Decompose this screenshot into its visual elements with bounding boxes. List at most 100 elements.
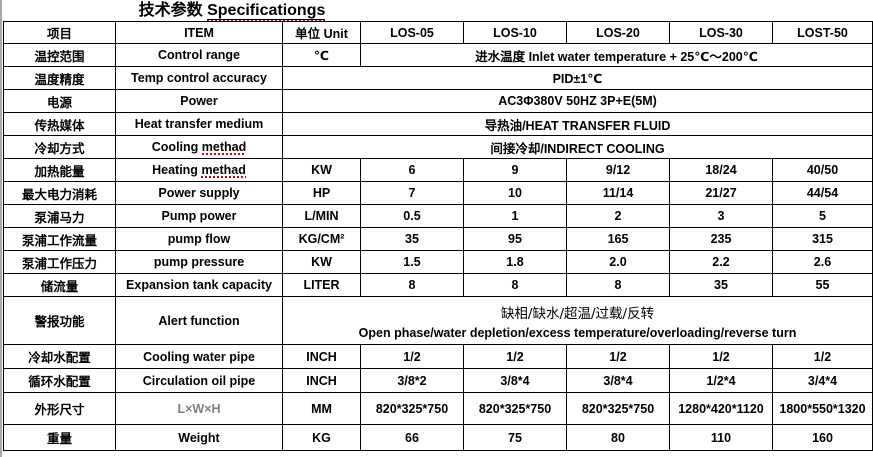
row-label-zh: 冷却水配置 <box>3 344 116 369</box>
row-label-zh: 泵浦工作流量 <box>3 227 116 251</box>
row-label-zh: 温控范围 <box>3 43 116 67</box>
header-model-lost50: LOST-50 <box>772 21 873 44</box>
merged-value-cell: 间接冷却/INDIRECT COOLING <box>282 135 873 159</box>
value-cell: 21/27 <box>669 181 773 205</box>
unit-cell: INCH <box>282 344 361 369</box>
value-cell: 11/14 <box>566 181 670 205</box>
row-pump-power: 泵浦马力 Pump power L/MIN 0.5 1 2 3 5 <box>3 204 873 228</box>
value-cell: 3/8*4 <box>463 368 567 393</box>
unit-cell: KW <box>282 250 361 274</box>
page-title-zh: 技术参数 <box>138 2 203 19</box>
value-cell: 44/54 <box>772 181 873 205</box>
value-cell: 9/12 <box>566 158 670 182</box>
row-cooling-method: 冷却方式 Cooling methad 间接冷却/INDIRECT COOLIN… <box>3 135 873 159</box>
value-cell: 1.8 <box>463 250 567 274</box>
row-control-range: 温控范围 Control range ℃ 进水温度 Inlet water te… <box>3 43 873 67</box>
value-cell: 1 <box>463 204 567 228</box>
unit-cell: L/MIN <box>282 204 361 228</box>
value-cell: 8 <box>463 273 567 297</box>
header-model-los05: LOS-05 <box>360 21 464 44</box>
unit-cell: HP <box>282 181 361 205</box>
row-circulation-oil-pipe: 循环水配置 Circulation oil pipe INCH 3/8*2 3/… <box>3 368 873 393</box>
merged-value-cell: PID±1℃ <box>282 66 873 90</box>
value-cell: 820*325*750 <box>566 392 670 425</box>
unit-cell: ℃ <box>282 43 361 67</box>
header-model-los20: LOS-20 <box>566 21 670 44</box>
row-power-supply: 最大电力消耗 Power supply HP 7 10 11/14 21/27 … <box>3 181 873 205</box>
value-cell: 2.2 <box>669 250 773 274</box>
value-cell: 235 <box>669 227 773 251</box>
value-cell: 2 <box>566 204 670 228</box>
value-cell: 820*325*750 <box>360 392 464 425</box>
row-label-en: Temp control accuracy <box>115 66 283 90</box>
row-label-zh: 最大电力消耗 <box>3 181 116 205</box>
value-cell: 3/8*2 <box>360 368 464 393</box>
row-label-en: Heat transfer medium <box>115 112 283 136</box>
value-cell: 1/2 <box>463 344 567 369</box>
row-label-zh: 加热能量 <box>3 158 116 182</box>
row-temp-accuracy: 温度精度 Temp control accuracy PID±1℃ <box>3 66 873 90</box>
row-label-en: Circulation oil pipe <box>115 368 283 393</box>
row-label-zh: 泵浦工作压力 <box>3 250 116 274</box>
row-label-en: Heating methad <box>115 158 283 182</box>
label-word: Heating <box>152 163 198 177</box>
row-label-zh: 重量 <box>3 424 116 451</box>
row-label-en: Expansion tank capacity <box>115 273 283 297</box>
value-cell: 3/8*4 <box>566 368 670 393</box>
row-label-zh: 电源 <box>3 89 116 113</box>
unit-cell: INCH <box>282 368 361 393</box>
value-cell: 3 <box>669 204 773 228</box>
left-window-edge <box>0 0 2 457</box>
row-cooling-water-pipe: 冷却水配置 Cooling water pipe INCH 1/2 1/2 1/… <box>3 344 873 369</box>
row-label-en: Cooling water pipe <box>115 344 283 369</box>
row-label-zh: 外形尺寸 <box>3 392 116 425</box>
row-heating: 加热能量 Heating methad KW 6 9 9/12 18/24 40… <box>3 158 873 182</box>
label-word: Cooling <box>151 140 199 154</box>
value-cell: 75 <box>463 424 567 451</box>
value-cell: 6 <box>360 158 464 182</box>
row-label-en: L×W×H <box>115 392 283 425</box>
merged-value-cell: 导热油/HEAT TRANSFER FLUID <box>282 112 873 136</box>
value-cell: 9 <box>463 158 567 182</box>
page-title: 技术参数 Specificationgs <box>3 0 461 22</box>
row-tank-capacity: 储流量 Expansion tank capacity LITER 8 8 8 … <box>3 273 873 297</box>
value-cell: 1280*420*1120 <box>669 392 773 425</box>
header-item-zh: 项目 <box>3 21 116 44</box>
row-weight: 重量 Weight KG 66 75 80 110 160 <box>3 424 873 451</box>
value-cell: 35 <box>669 273 773 297</box>
value-cell: 8 <box>566 273 670 297</box>
row-label-zh: 储流量 <box>3 273 116 297</box>
row-label-en: Alert function <box>115 296 283 345</box>
value-cell: 315 <box>772 227 873 251</box>
misspelled-word: methad <box>201 140 247 155</box>
value-cell: 1.5 <box>360 250 464 274</box>
unit-cell: LITER <box>282 273 361 297</box>
value-cell: 7 <box>360 181 464 205</box>
row-label-en: Control range <box>115 43 283 67</box>
value-cell: 820*325*750 <box>463 392 567 425</box>
row-label-zh: 温度精度 <box>3 66 116 90</box>
row-alert-function: 警报功能 Alert function 缺相/缺水/超温/过载/反转 Open … <box>3 296 873 345</box>
value-cell: 2.6 <box>772 250 873 274</box>
value-cell: 160 <box>772 424 873 451</box>
row-label-en: Cooling methad <box>115 135 283 159</box>
value-cell: 1/2 <box>360 344 464 369</box>
value-cell: 66 <box>360 424 464 451</box>
page-title-en-squiggle: Specificationgs <box>207 2 326 22</box>
header-unit: 单位 Unit <box>282 21 361 44</box>
value-cell: 5 <box>772 204 873 228</box>
value-cell: 8 <box>360 273 464 297</box>
value-cell: 55 <box>772 273 873 297</box>
value-cell: 35 <box>360 227 464 251</box>
unit-cell: KG/CM² <box>282 227 361 251</box>
value-cell: 0.5 <box>360 204 464 228</box>
value-cell: 1/2 <box>566 344 670 369</box>
unit-cell: KW <box>282 158 361 182</box>
merged-value-cell: AC3Φ380V 50HZ 3P+E(5M) <box>282 89 873 113</box>
row-label-zh: 传热媒体 <box>3 112 116 136</box>
row-label-en: Weight <box>115 424 283 451</box>
value-cell: 40/50 <box>772 158 873 182</box>
header-model-los30: LOS-30 <box>669 21 773 44</box>
spec-table: 项目 ITEM 单位 Unit LOS-05 LOS-10 LOS-20 LOS… <box>3 21 873 451</box>
